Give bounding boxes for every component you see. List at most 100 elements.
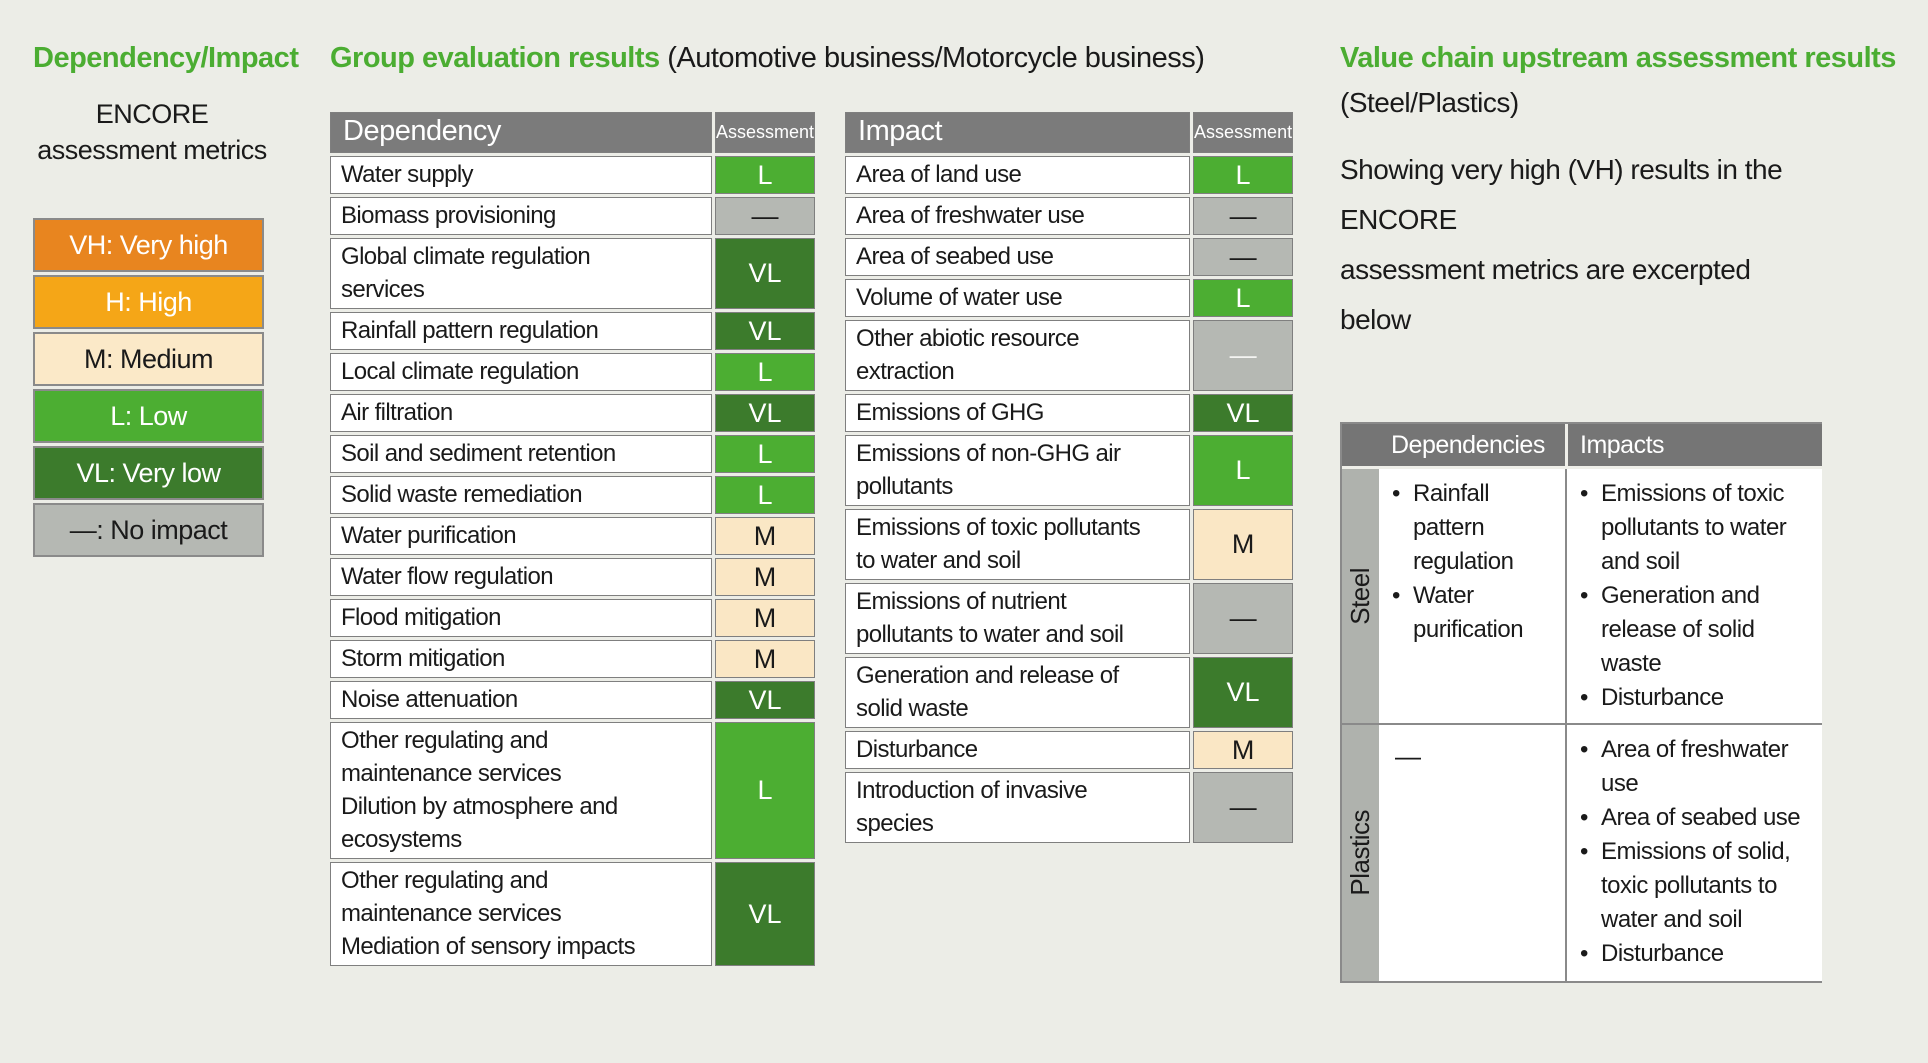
row-label-cell: Rainfall pattern regulation (330, 312, 712, 350)
row-label-line: pollutants to water and soil (856, 621, 1124, 648)
row-label-line: maintenance services (341, 900, 562, 927)
value-chain-description: Showing very high (VH) results in the EN… (1340, 145, 1822, 345)
assessment-cell: — (715, 197, 816, 235)
assessment-cell: VL (715, 394, 816, 432)
legend-scale: VH: Very high H: High M: Medium L: Low VL: V… (33, 218, 264, 557)
assessment-cell: — (1193, 320, 1294, 391)
row-label-line: Emissions of GHG (856, 399, 1044, 426)
assessment-cell: VL (715, 312, 816, 350)
vc-impacts-list: Area of freshwater useArea of seabed use… (1573, 733, 1818, 971)
group-results-tables: Dependency Assessment Water supply L Bioma… (327, 109, 1296, 969)
table-row: Volume of water use L (845, 279, 1294, 317)
legend-item: VL: Very low (33, 446, 264, 500)
assessment-cell: — (1193, 772, 1294, 843)
row-label-cell: Emissions of non-GHG air pollutants (845, 435, 1191, 506)
row-label-cell: Flood mitigation (330, 599, 712, 637)
legend-subtitle-line2: assessment metrics (37, 135, 267, 165)
row-label-cell: Global climate regulation services (330, 238, 712, 309)
row-label-line: Other regulating and (341, 867, 548, 894)
row-label-cell: Water supply (330, 156, 712, 194)
row-label-cell: Volume of water use (845, 279, 1191, 317)
legend-subtitle: ENCORE assessment metrics (33, 96, 271, 168)
row-label-line: Emissions of toxic pollutants (856, 514, 1141, 541)
assessment-cell: L (715, 156, 816, 194)
row-label-cell: Emissions of toxic pollutants to water an… (845, 509, 1191, 580)
impact-table: Impact Assessment Area of land use L Area … (842, 109, 1296, 846)
assessment-cell: VL (715, 238, 816, 309)
bullet-item: Area of freshwater use (1573, 733, 1818, 801)
legend-panel: Dependency/Impact ENCORE assessment metr… (33, 42, 299, 560)
row-label-line: Biomass provisioning (341, 202, 556, 229)
table-row: Emissions of non-GHG air pollutants L (845, 435, 1294, 506)
row-label-line: services (341, 276, 425, 303)
row-label-cell: Emissions of GHG (845, 394, 1191, 432)
assessment-cell: L (715, 476, 816, 514)
row-label-cell: Water purification (330, 517, 712, 555)
impact-header-cell: Impact (845, 112, 1191, 153)
bullet-item: Disturbance (1573, 937, 1818, 971)
vc-dependencies-list: Rainfall pattern regulationWater purific… (1385, 477, 1561, 647)
legend-item-label: L: Low (110, 400, 187, 431)
row-label-line: Generation and release of (856, 662, 1119, 689)
group-results-section: Group evaluation results (Automotive bus… (330, 42, 1296, 969)
legend-item-label: VL: Very low (76, 457, 221, 488)
row-label-line: maintenance services (341, 760, 562, 787)
vc-row-label-text: Plastics (1345, 810, 1375, 896)
table-row: Emissions of GHG VL (845, 394, 1294, 432)
table-row: Area of land use L (845, 156, 1294, 194)
assessment-header-cell: Assessment (715, 112, 816, 153)
assessment-cell: L (1193, 279, 1294, 317)
row-label-cell: Area of land use (845, 156, 1191, 194)
table-row: Noise attenuation VL (330, 681, 816, 719)
assessment-cell: M (1193, 509, 1294, 580)
legend-item-label: M: Medium (83, 343, 214, 374)
row-label-line: Other abiotic resource (856, 325, 1080, 352)
vc-dependencies-cell: — (1379, 723, 1565, 981)
legend-item: VH: Very high (33, 218, 264, 272)
bullet-item: Disturbance (1573, 681, 1818, 715)
assessment-cell: M (715, 517, 816, 555)
row-label-cell: Air filtration (330, 394, 712, 432)
assessment-cell: — (1193, 197, 1294, 235)
legend-item-label: H: High (105, 286, 192, 317)
row-label-line: Area of land use (856, 161, 1022, 188)
row-label-line: ecosystems (341, 826, 462, 853)
legend-subtitle-line1: ENCORE (95, 99, 209, 129)
vc-col-header-dependencies: Dependencies (1379, 424, 1565, 469)
row-label-cell: Other regulating and maintenance services… (330, 722, 712, 859)
row-label-cell: Soil and sediment retention (330, 435, 712, 473)
table-row: Air filtration VL (330, 394, 816, 432)
row-label-line: Emissions of non-GHG air (856, 440, 1121, 467)
table-row: Global climate regulation services VL (330, 238, 816, 309)
table-row: Local climate regulation L (330, 353, 816, 391)
bullet-item: Rainfall pattern regulation (1385, 477, 1561, 579)
row-label-line: Global climate regulation (341, 243, 591, 270)
row-label-line: to water and soil (856, 547, 1021, 574)
assessment-cell: L (1193, 156, 1294, 194)
row-label-cell: Area of seabed use (845, 238, 1191, 276)
row-label-line: Soil and sediment retention (341, 440, 616, 467)
row-label-cell: Generation and release of solid waste (845, 657, 1191, 728)
value-chain-description-line1: Showing very high (VH) results in the EN… (1340, 154, 1783, 235)
table-row: Other regulating and maintenance services… (330, 722, 816, 859)
value-chain-subtitle: (Steel/Plastics) (1340, 87, 1519, 118)
row-label-line: Rainfall pattern regulation (341, 317, 599, 344)
value-chain-table: Dependencies Impacts Steel Rainfall patte… (1340, 422, 1822, 983)
row-label-line: Storm mitigation (341, 645, 505, 672)
no-dependency-dash: — (1395, 741, 1421, 771)
assessment-cell: M (715, 558, 816, 596)
table-row: Area of seabed use — (845, 238, 1294, 276)
legend-item-label: VH: Very high (69, 229, 228, 260)
table-row: Emissions of toxic pollutants to water an… (845, 509, 1294, 580)
assessment-cell: VL (715, 681, 816, 719)
assessment-cell: M (715, 599, 816, 637)
row-label-line: Solid waste remediation (341, 481, 583, 508)
row-label-cell: Other regulating and maintenance services… (330, 862, 712, 966)
table-row: Soil and sediment retention L (330, 435, 816, 473)
group-results-subtitle: (Automotive business/Motorcycle business… (659, 42, 1205, 74)
dependency-table: Dependency Assessment Water supply L Bioma… (327, 109, 818, 969)
vc-dependencies-cell: Rainfall pattern regulationWater purific… (1379, 469, 1565, 723)
table-row: Emissions of nutrient pollutants to water… (845, 583, 1294, 654)
row-label-line: Local climate regulation (341, 358, 579, 385)
